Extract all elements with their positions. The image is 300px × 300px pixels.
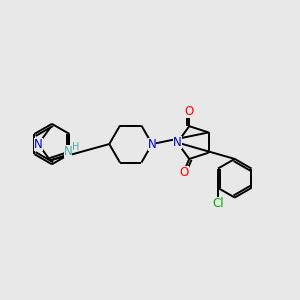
Text: N: N — [173, 136, 182, 149]
Text: Cl: Cl — [212, 197, 224, 210]
Text: O: O — [184, 105, 194, 118]
Text: N: N — [148, 138, 157, 151]
Text: N: N — [34, 138, 43, 151]
Text: N: N — [64, 145, 72, 158]
Text: O: O — [179, 167, 188, 179]
Text: H: H — [72, 142, 80, 152]
